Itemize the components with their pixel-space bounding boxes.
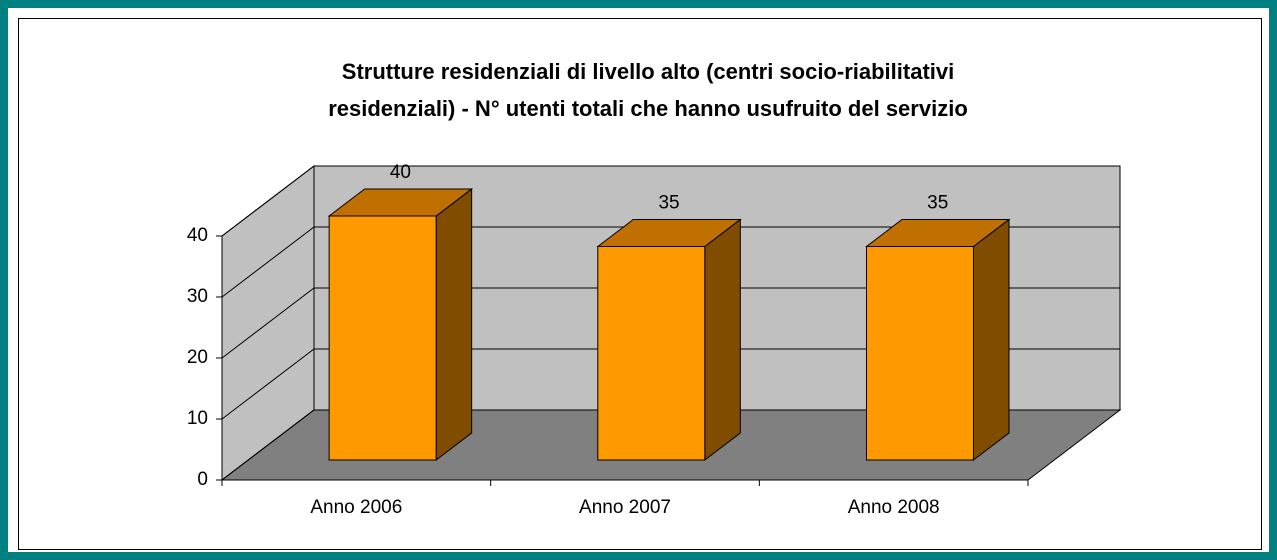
bar (596, 218, 742, 461)
bar-side (972, 218, 1010, 461)
y-tick-label: 30 (187, 286, 208, 307)
y-tick-label: 40 (187, 225, 208, 246)
value-label: 35 (658, 192, 679, 213)
bar-side (435, 187, 473, 461)
value-label: 40 (390, 162, 411, 183)
x-tick-label: Anno 2007 (579, 497, 671, 518)
grid-line (221, 226, 1120, 298)
y-tick-label: 10 (187, 408, 208, 429)
bar-front (865, 245, 974, 461)
grid-line (221, 348, 1120, 420)
grid-line (221, 287, 1120, 359)
bar (864, 218, 1011, 461)
y-tick-label: 20 (187, 347, 208, 368)
grid-line (221, 165, 1120, 237)
bar (327, 187, 474, 461)
value-label: 35 (927, 192, 948, 213)
bar-front (597, 245, 706, 461)
chart-title: residenziali) - N° utenti totali che han… (328, 96, 968, 121)
bar-side (704, 218, 741, 461)
grid-line (221, 409, 1120, 481)
y-tick-label: 0 (197, 469, 208, 490)
x-tick-label: Anno 2008 (848, 497, 940, 518)
bar-front (328, 215, 437, 461)
x-tick-label: Anno 2006 (310, 497, 402, 518)
chart-title: Strutture residenziali di livello alto (… (342, 59, 954, 84)
